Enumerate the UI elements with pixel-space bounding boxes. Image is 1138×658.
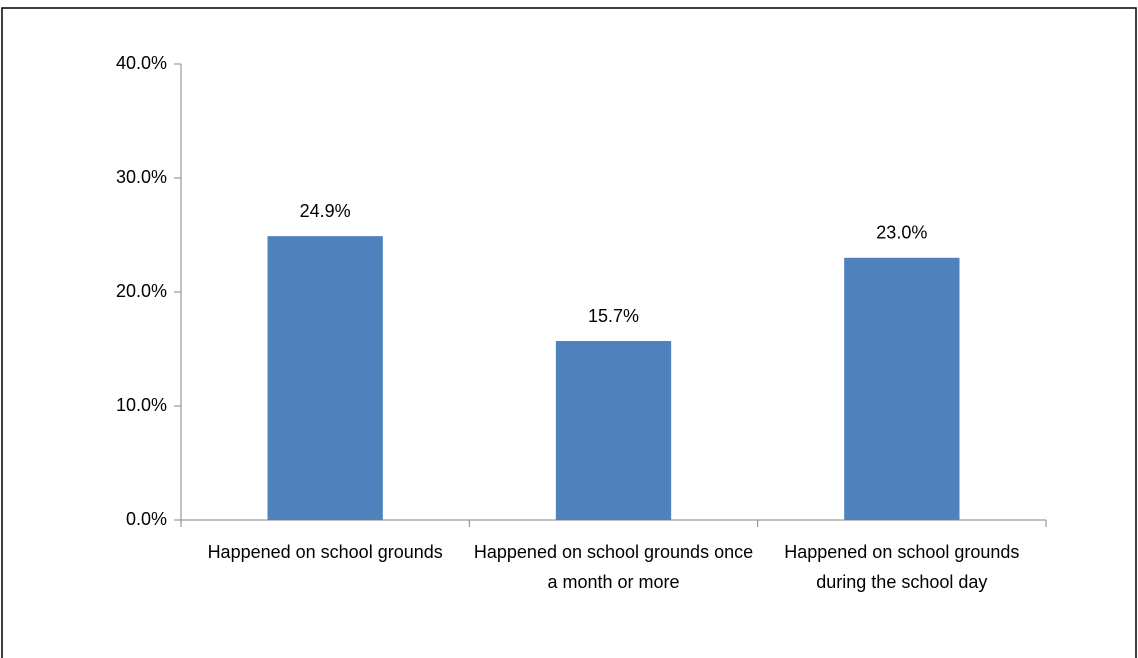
y-tick-label: 20.0% — [116, 281, 167, 301]
x-tick-label: Happened on school grounds once a month … — [473, 542, 754, 592]
y-tick-label: 10.0% — [116, 395, 167, 415]
value-label: 15.7% — [588, 306, 639, 326]
bar — [844, 257, 960, 520]
x-tick-label: Happened on school grounds — [207, 542, 443, 562]
value-label: 24.9% — [300, 201, 351, 221]
frame — [1, 7, 1137, 658]
y-tick-label: 0.0% — [126, 509, 167, 529]
bar — [267, 236, 383, 520]
bar — [555, 341, 672, 520]
y-tick-label: 40.0% — [116, 53, 167, 73]
x-tick-label: Happened on school grounds during the sc… — [784, 542, 1020, 592]
y-tick-label: 30.0% — [116, 167, 167, 187]
value-label: 23.0% — [876, 223, 927, 243]
